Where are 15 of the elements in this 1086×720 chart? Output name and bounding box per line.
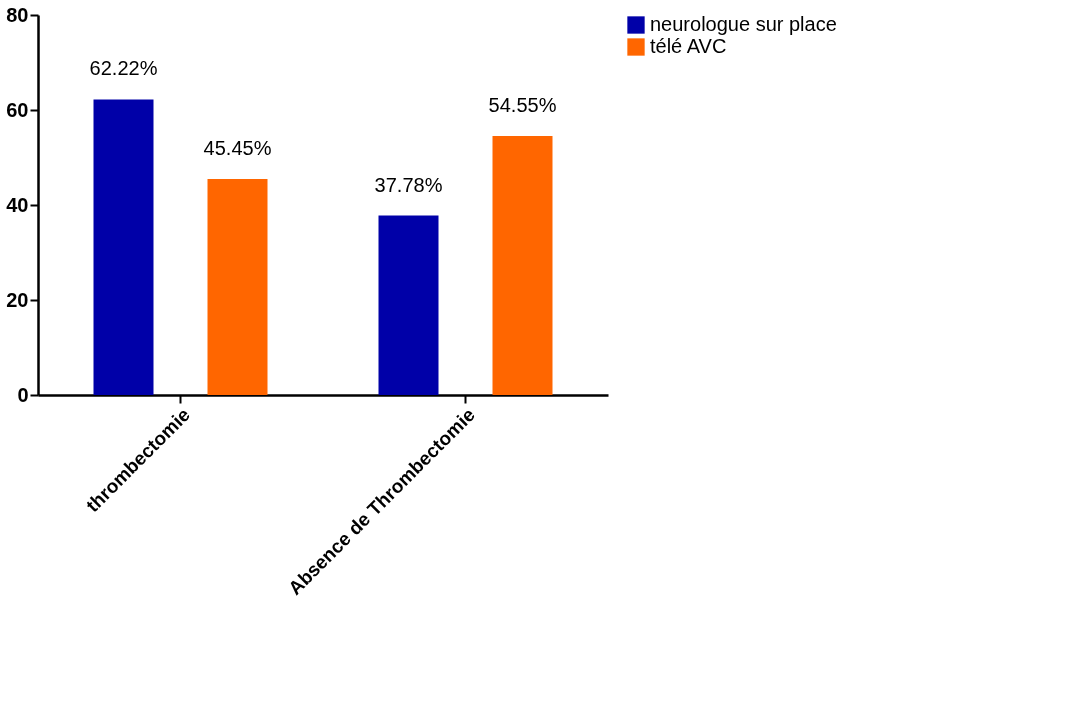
data-label: 45.45% (203, 137, 272, 160)
y-tick-label: 20 (6, 288, 29, 311)
data-label: 54.55% (488, 93, 557, 116)
bar (492, 135, 553, 395)
bar (378, 215, 439, 395)
legend-label: télé AVC (650, 35, 727, 57)
y-tick-label: 80 (6, 3, 29, 26)
bar (93, 99, 154, 395)
y-tick-label: 0 (17, 383, 29, 406)
legend-label: neurologue sur place (650, 13, 837, 35)
bar (207, 179, 268, 395)
data-label: 62.22% (89, 57, 158, 80)
y-tick-label: 60 (6, 98, 29, 121)
data-label: 37.78% (374, 173, 443, 196)
y-tick-label: 40 (6, 193, 29, 216)
